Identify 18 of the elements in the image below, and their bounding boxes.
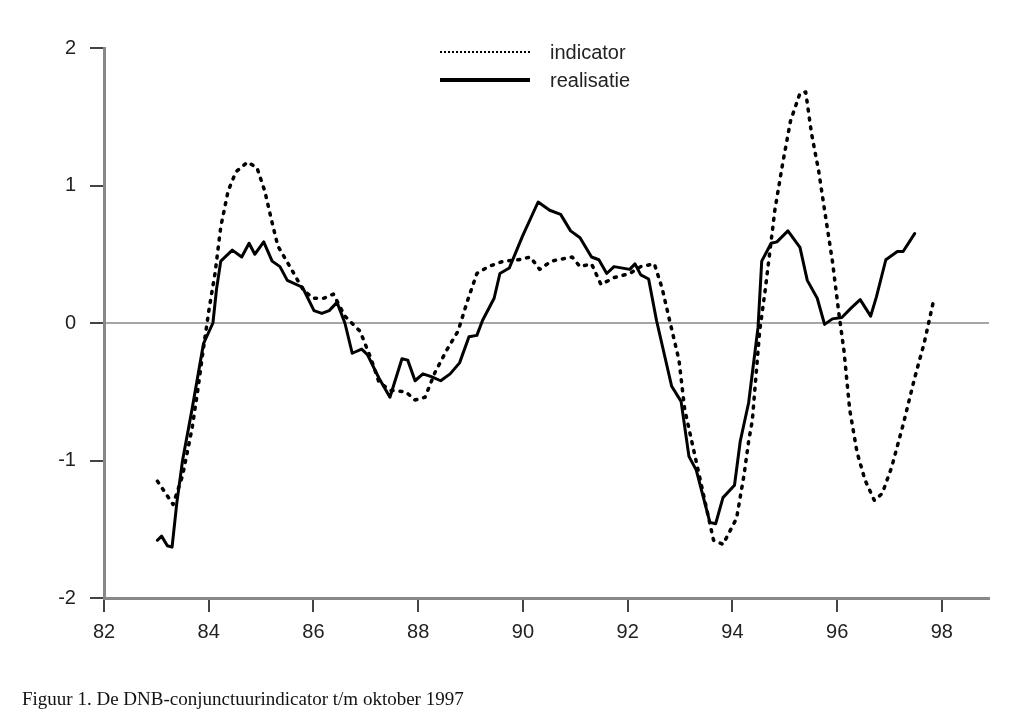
y-tick-label: -2 [58, 585, 76, 608]
x-tick-label: 96 [826, 619, 849, 642]
x-tick-label: 82 [92, 619, 116, 642]
x-tick-label: 90 [511, 619, 535, 642]
x-tick-label: 84 [197, 619, 220, 642]
x-tick-label: 86 [302, 619, 325, 642]
x-tick-label: 98 [930, 619, 953, 642]
text: Figuur 1. De DNB-conjunctuurindicator t/m oktober 1997 [22, 688, 464, 710]
legend-label: realisatie [550, 68, 631, 92]
y-tick-label: 1 [64, 173, 76, 196]
y-tick-label: 0 [64, 310, 76, 333]
legend-label: indicator [550, 40, 626, 64]
x-tick-label: 92 [616, 619, 639, 642]
y-tick-label: 2 [64, 35, 76, 58]
x-tick-label: 88 [407, 619, 430, 642]
y-tick-label: -1 [58, 448, 76, 471]
x-tick-label: 94 [721, 619, 744, 642]
line-series [155, 90, 936, 547]
